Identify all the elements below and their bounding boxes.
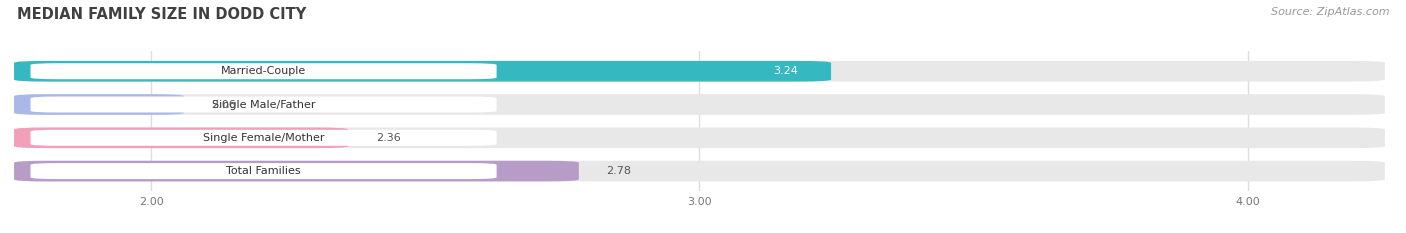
Text: Single Male/Father: Single Male/Father — [212, 99, 315, 110]
Text: Total Families: Total Families — [226, 166, 301, 176]
Text: 2.36: 2.36 — [375, 133, 401, 143]
FancyBboxPatch shape — [14, 94, 184, 115]
Text: Source: ZipAtlas.com: Source: ZipAtlas.com — [1271, 7, 1389, 17]
Text: 2.06: 2.06 — [211, 99, 236, 110]
FancyBboxPatch shape — [31, 163, 496, 179]
FancyBboxPatch shape — [14, 61, 831, 82]
Text: Single Female/Mother: Single Female/Mother — [202, 133, 325, 143]
Text: 2.78: 2.78 — [606, 166, 631, 176]
FancyBboxPatch shape — [14, 127, 1385, 148]
FancyBboxPatch shape — [14, 127, 349, 148]
Text: Married-Couple: Married-Couple — [221, 66, 307, 76]
Text: 3.24: 3.24 — [773, 66, 799, 76]
FancyBboxPatch shape — [14, 94, 1385, 115]
FancyBboxPatch shape — [31, 96, 496, 113]
FancyBboxPatch shape — [31, 130, 496, 146]
FancyBboxPatch shape — [31, 63, 496, 79]
Text: MEDIAN FAMILY SIZE IN DODD CITY: MEDIAN FAMILY SIZE IN DODD CITY — [17, 7, 307, 22]
FancyBboxPatch shape — [14, 161, 1385, 182]
FancyBboxPatch shape — [14, 161, 579, 182]
FancyBboxPatch shape — [14, 61, 1385, 82]
